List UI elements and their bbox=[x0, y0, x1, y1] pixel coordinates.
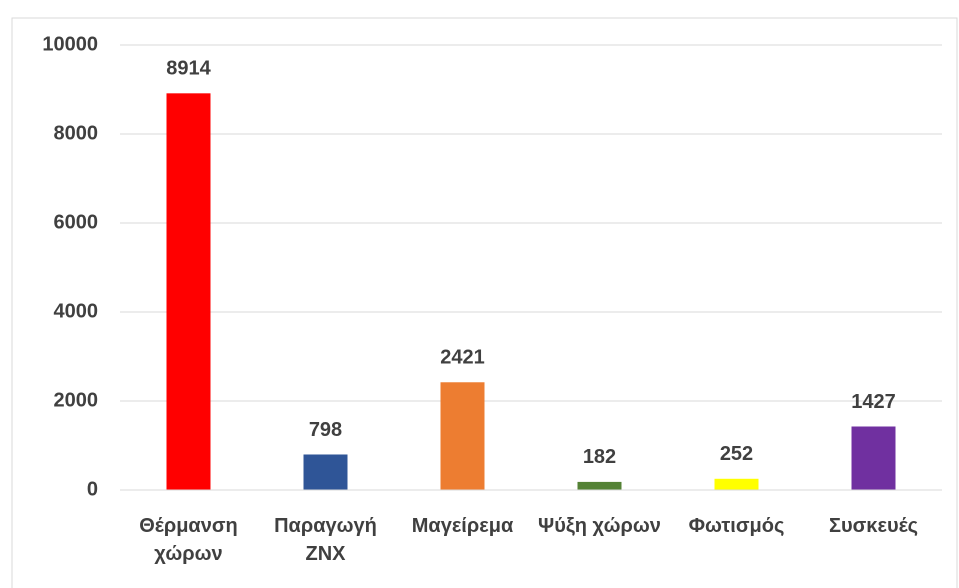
x-tick-label: Παραγωγή ΖΝΧ bbox=[274, 515, 377, 565]
bar bbox=[166, 93, 211, 491]
y-tick-label: 0 bbox=[87, 478, 98, 500]
data-label: 8914 bbox=[166, 58, 211, 80]
x-tick-label: Θέρμανση χώρων bbox=[139, 515, 238, 565]
bar bbox=[577, 481, 622, 490]
y-tick-label: 10000 bbox=[42, 33, 98, 55]
y-tick-label: 2000 bbox=[54, 389, 99, 411]
bar bbox=[440, 382, 485, 490]
y-tick-label: 8000 bbox=[54, 122, 99, 144]
data-label: 252 bbox=[720, 443, 753, 465]
data-label: 2421 bbox=[440, 347, 485, 369]
x-tick-label: Μαγείρεμα bbox=[411, 515, 514, 537]
x-tick-label: Φωτισμός bbox=[688, 515, 785, 537]
chart-frame bbox=[11, 17, 958, 588]
bar bbox=[851, 426, 896, 490]
data-label: 798 bbox=[309, 419, 342, 441]
y-tick-label: 4000 bbox=[54, 300, 99, 322]
bar bbox=[303, 454, 348, 490]
bar bbox=[714, 478, 759, 490]
data-label: 182 bbox=[583, 446, 616, 468]
x-tick-label: Συσκευές bbox=[828, 515, 919, 537]
y-tick-label: 6000 bbox=[54, 211, 99, 233]
x-tick-label: Ψύξη χώρων bbox=[538, 515, 661, 537]
data-label: 1427 bbox=[851, 391, 896, 413]
